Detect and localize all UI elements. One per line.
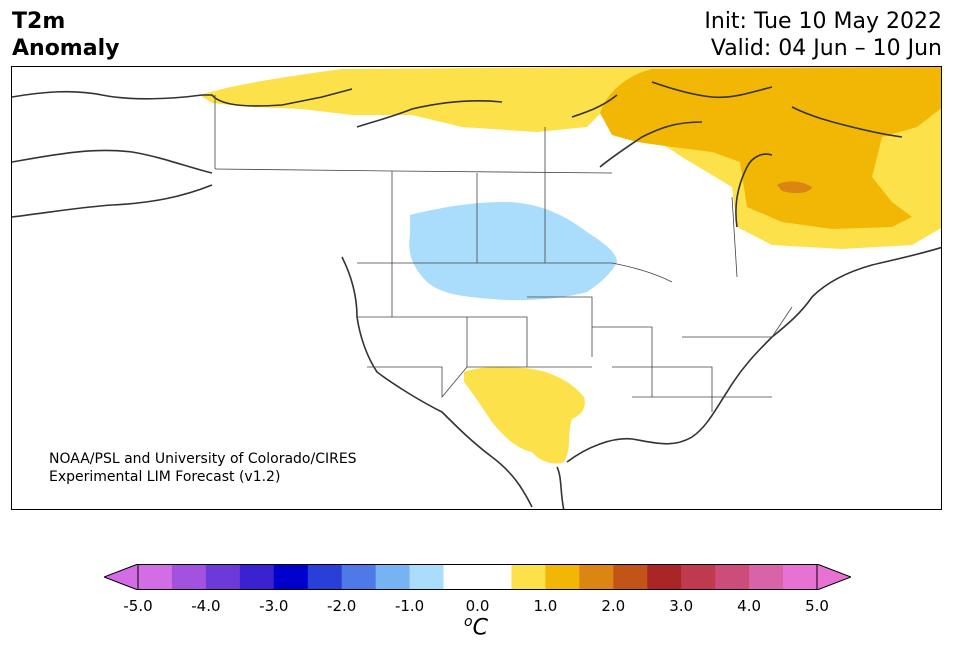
labrador-quebec-warm <box>600 67 941 229</box>
init-date: Init: Tue 10 May 2022 <box>704 9 942 34</box>
north-america-map <box>12 67 941 509</box>
map-panel: NOAA/PSL and University of Colorado/CIRE… <box>11 66 942 510</box>
colorbar-bin <box>409 564 445 590</box>
quebec-core-warm <box>777 181 812 194</box>
colorbar-tick-label: 5.0 <box>805 597 829 615</box>
colorbar-bin <box>171 564 207 590</box>
colorbar-bin <box>341 564 377 590</box>
colorbar-tick-label: -5.0 <box>123 597 153 615</box>
colorbar-border <box>137 564 818 590</box>
colorbar-tick-label: 2.0 <box>601 597 626 615</box>
colorbar-bin <box>477 564 512 590</box>
variable-subtitle: Anomaly <box>12 36 120 61</box>
colorbar-extend-low <box>104 564 139 590</box>
colorbar-bin <box>783 564 818 590</box>
colorbar-bin <box>681 564 716 590</box>
northern-plains-cool <box>409 202 617 301</box>
colorbar-bin <box>375 564 411 590</box>
colorbar-tick-label: 0.0 <box>465 597 490 615</box>
colorbar-tick-label: 4.0 <box>737 597 762 615</box>
credit-line-2: Experimental LIM Forecast (v1.2) <box>49 469 281 485</box>
colorbar-tick-label: -2.0 <box>327 597 357 615</box>
colorbar-bin <box>715 564 750 590</box>
colorbar-bin <box>749 564 784 590</box>
colorbar-bin <box>443 564 478 590</box>
colorbar-tick-label: -3.0 <box>259 597 289 615</box>
colorbar-bin <box>239 564 275 590</box>
variable-name: T2m <box>12 9 66 34</box>
colorbar-tick-label: -4.0 <box>191 597 221 615</box>
color-scale-bar <box>104 564 851 590</box>
credit-text: NOAA/PSL and University of Colorado/CIRE… <box>49 450 357 486</box>
colorbar-tick-label: 3.0 <box>669 597 694 615</box>
colorbar-bin <box>273 564 309 590</box>
colorbar-extend-high <box>816 564 851 590</box>
units-letter: C <box>472 615 488 641</box>
colorbar-bin <box>138 564 173 590</box>
colorbar-bin <box>545 564 580 590</box>
colorbar-bin <box>511 564 546 590</box>
colorbar-bin <box>613 564 648 590</box>
political-boundaries <box>214 95 793 412</box>
colorbar-tick-label: -1.0 <box>394 597 425 615</box>
colorbar-tick-label: 1.0 <box>533 597 558 615</box>
valid-range: Valid: 04 Jun – 10 Jun <box>710 36 942 61</box>
units-degree: o <box>464 614 473 630</box>
credit-line-1: NOAA/PSL and University of Colorado/CIRE… <box>49 451 357 467</box>
forecast-dates: Init: Tue 10 May 2022 Valid: 04 Jun – 10… <box>704 8 942 62</box>
map-title: T2m Anomaly <box>12 8 119 62</box>
colorbar-bin <box>307 564 343 590</box>
colorbar-bin <box>647 564 682 590</box>
units-label: oC <box>464 614 488 640</box>
southwest-warm <box>464 366 585 464</box>
colorbar-bin <box>205 564 241 590</box>
colorbar-bin <box>579 564 614 590</box>
